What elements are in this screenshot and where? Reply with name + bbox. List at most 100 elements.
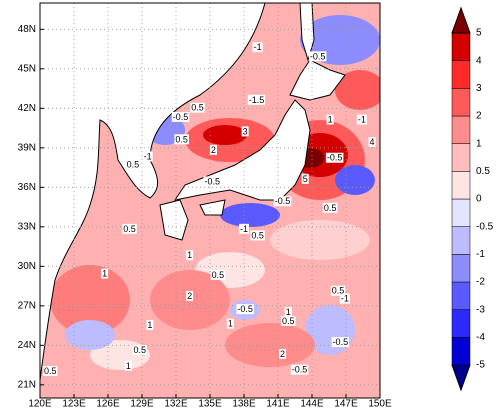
colorbar-box [451,226,471,255]
y-tick-label: 45N [18,63,36,74]
x-tick-label: 123E [62,399,86,408]
colorbar-box [451,281,471,310]
grid [39,3,381,398]
contour-label-bg [236,304,254,315]
contour-label: 0.5 [212,270,225,280]
colorbar: -5 -4 -3 -2 -1 -0.5 0 0.5 1 2 3 4 5 [451,6,494,392]
contour-label: -1 [254,42,262,52]
contour-label: -0.5 [205,176,221,186]
contour-label-bg [247,94,266,105]
contour-label: -1 [341,294,349,304]
contour-label: 0.5 [191,103,204,113]
contour-label: -0.5 [173,112,189,122]
contour-label-bg [124,360,132,371]
contour-label-bg [238,223,250,234]
colorbar-box [451,115,471,144]
contour-label-bg [368,136,376,147]
contour-label: 0.5 [251,230,264,240]
colorbar-box [451,143,471,172]
contour-label-bg [101,268,109,279]
contour-label: -0.5 [237,304,253,314]
contour-label-bg [308,51,327,62]
contour-label-bg [186,290,194,301]
colorbar-label: 0.5 [476,166,490,177]
contour-label-bg [122,223,137,234]
contour-label-bg [125,159,141,170]
y-tick-label: 48N [18,24,36,35]
contour-label-bg [132,344,147,355]
contour-label: 1 [126,361,131,371]
y-tick-label: 24N [18,340,36,351]
y-tick-label: 39N [18,142,36,153]
colorbar-label: 4 [476,55,482,66]
x-tick-label: 138E [232,399,256,408]
contour-label-bg [209,144,217,155]
contour-label: 3 [243,126,248,136]
contour-label-bg [250,230,265,241]
contour-label: 1 [102,269,107,279]
contour-label-bg [331,337,350,348]
contour-label: 0.5 [332,286,345,296]
contour-label: 2 [187,291,192,301]
x-tick-label: 126E [96,399,120,408]
contour-label-bg [203,176,222,187]
contour-label: 1 [328,115,333,125]
colorbar-label: 2 [476,111,482,122]
colorbar-box [451,198,471,227]
colorbar-label: -1 [476,249,485,260]
contour-label-bg [142,151,153,162]
colorbar-box [451,60,471,89]
colorbar-label: -2 [476,277,485,288]
x-tick-label: 141E [266,399,290,408]
contour-label-bg [42,366,58,377]
contour-label-bg [339,293,350,304]
contour-label-bg [330,285,346,296]
contour-label: 0.5 [44,366,57,376]
contour-label: 1 [147,320,152,330]
contour-label-bg [186,250,194,261]
contour-label-bg [273,196,292,207]
contour-label-bg [301,173,309,184]
x-tick-label: 147E [334,399,358,408]
contour-label: -1 [144,151,152,161]
x-tick-label: 129E [130,399,154,408]
contour-label-bg [356,114,367,125]
colorbar-end [451,6,471,34]
x-tick-label: 144E [300,399,324,408]
colorbar-box [451,337,471,366]
colorbar-end [451,364,471,392]
contour-label: 0.5 [324,203,337,213]
contour-label: -0.5 [327,153,343,163]
x-tick-label: 120E [28,399,52,408]
contour-label: 4 [370,137,375,147]
contour-label-bg [279,348,287,359]
contour-label: 5 [303,174,308,184]
colorbar-box [451,32,471,61]
contour-label-bg [190,102,205,113]
contour-label-bg [290,364,309,375]
contour-label: 1 [228,319,233,329]
colorbar-box [451,309,471,338]
colorbar-label: -4 [476,332,485,343]
axes: 120E 123E 126E 129E 132E 135E 138E 141E 144E 147E… [18,24,392,408]
contour-label: -0.5 [310,51,326,61]
x-tick-label: 150E [368,399,392,408]
colorbar-label: -0.5 [476,221,494,232]
contour-label-bg [284,306,292,317]
contour-label: 1 [286,307,291,317]
contour-label: 0.5 [282,316,295,326]
colorbar-label: 5 [476,28,482,39]
contour-label-bg [174,134,189,145]
colorbar-label: -5 [476,360,485,371]
contour-label-bg [325,152,344,163]
contour-labels: -1-0.5-1.5-0.50.51 -140.523-0.5-10.55-0.5… [42,42,376,377]
y-tick-label: 27N [18,300,36,311]
contour-label: -0.5 [292,365,308,375]
contour-label: 1 [187,250,192,260]
x-tick-label: 132E [164,399,188,408]
contour-label-bg [322,202,338,213]
contour-label: -1 [240,224,248,234]
contour-label-bg [210,269,226,280]
contour-label-bg [226,318,234,329]
